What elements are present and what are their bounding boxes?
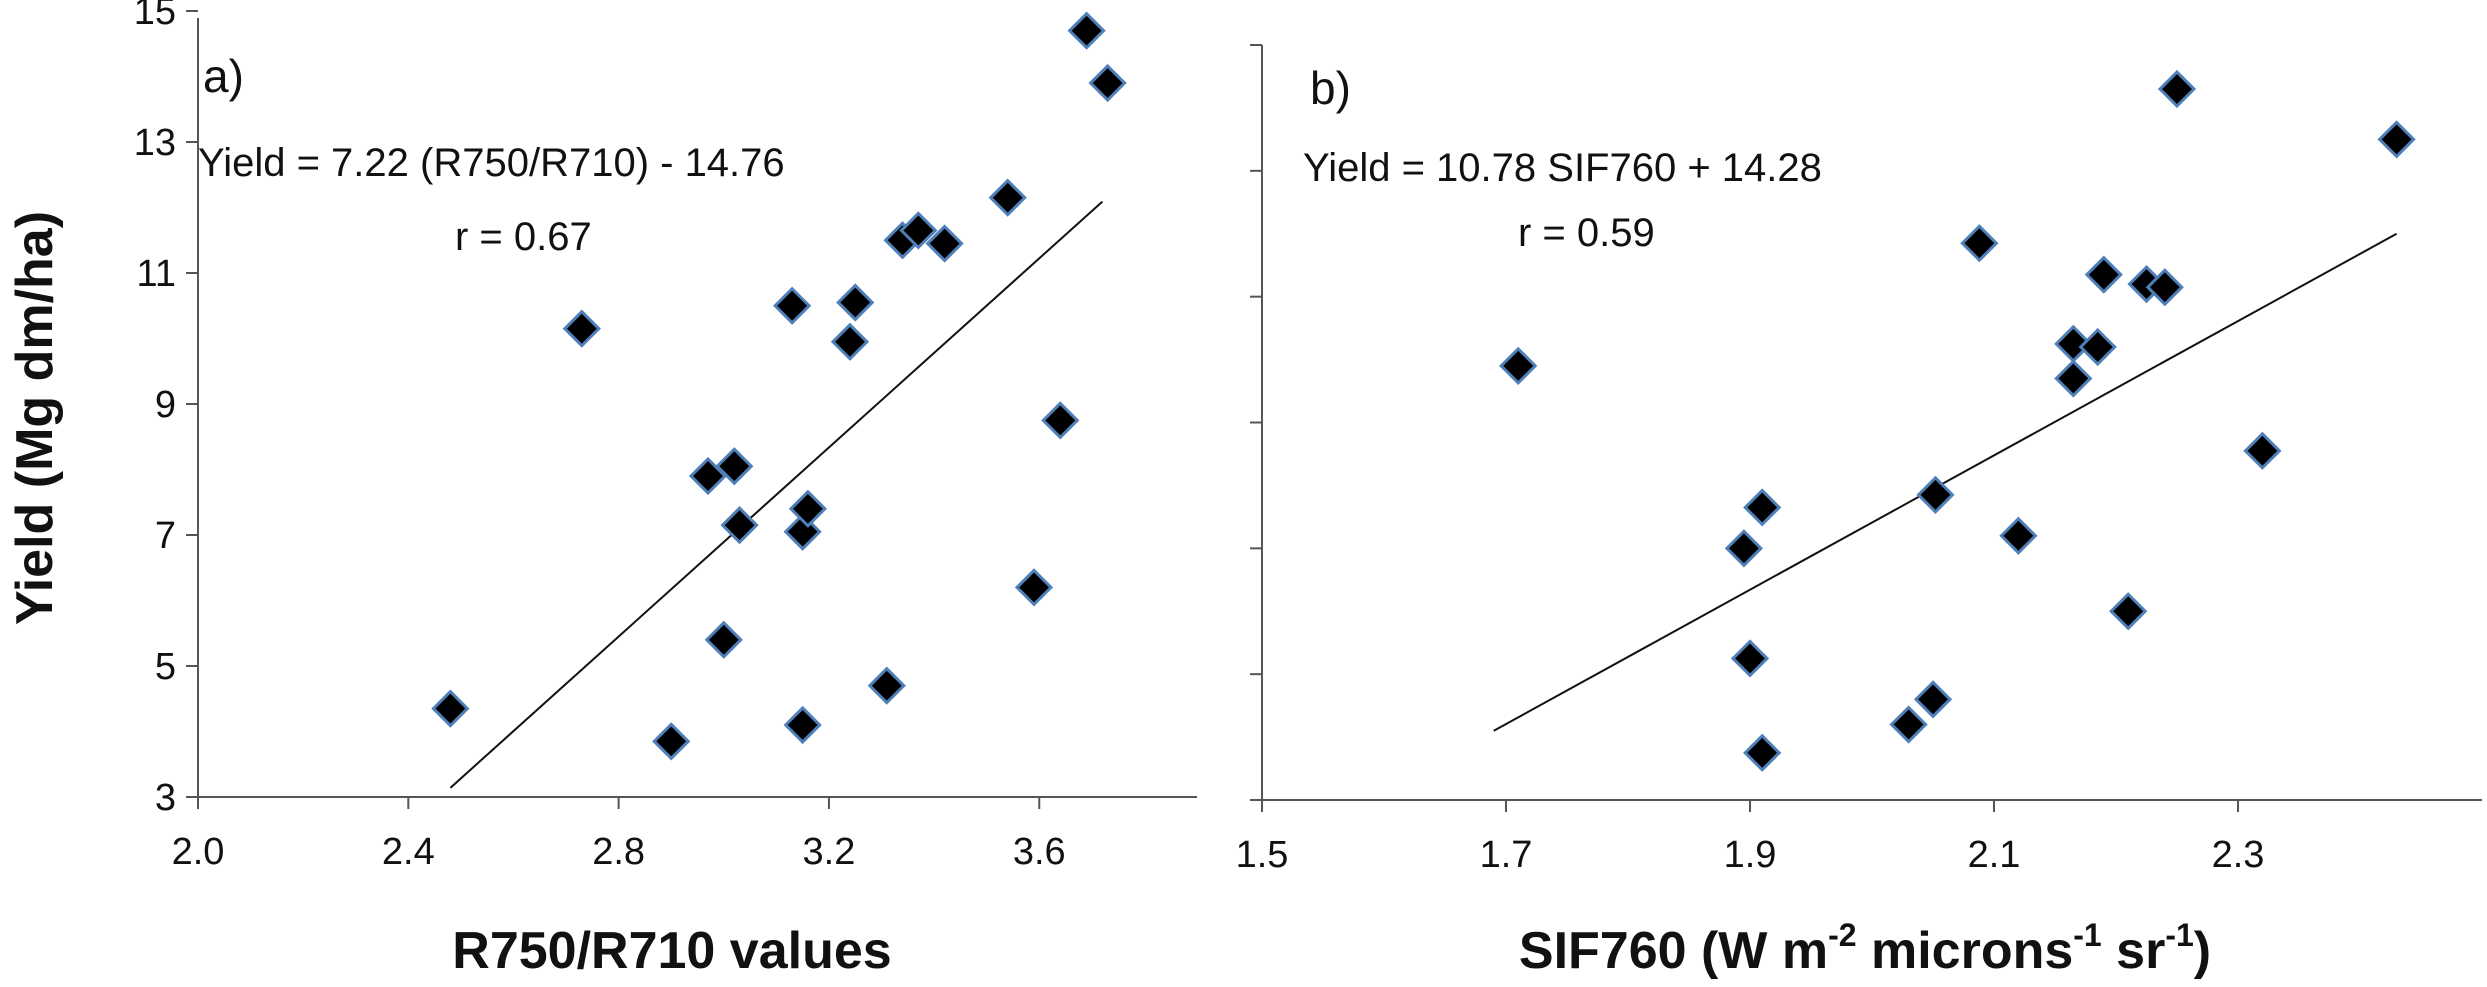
panel-b-data-point — [2377, 120, 2416, 159]
panel-a-x-tick-label: 3.6 — [1013, 831, 1066, 873]
panel-a-y-axis-title: Yield (Mg dm/ha) — [6, 211, 64, 625]
panel-a-data-point — [1088, 63, 1127, 103]
panel-b-r-value: r = 0.59 — [1518, 211, 1655, 255]
panel-a-data-point — [1067, 11, 1106, 50]
panel-a-data-point — [720, 506, 759, 545]
panel-b-x-tick-label: 2.1 — [1968, 834, 2021, 876]
panel-b-label: b) — [1310, 62, 1351, 114]
panel-a-data-point — [1041, 401, 1080, 440]
panel-b-x-tick-label: 1.5 — [1236, 834, 1289, 876]
panel-a-y-tick-label: 15 — [134, 0, 176, 33]
panel-b-equation: Yield = 10.78 SIF760 + 14.28 — [1303, 146, 1822, 190]
panel-a-x-axis-title: R750/R710 values — [452, 922, 891, 980]
panel-a-data-point — [652, 722, 691, 761]
panel-b-xlabel-mid2: sr — [2102, 922, 2166, 980]
panel-a-data-point — [836, 283, 875, 322]
panel-b-xlabel-sup3: -1 — [2165, 917, 2193, 953]
panel-a-trendline — [449, 200, 1104, 789]
panel-b-x-tick-label: 1.7 — [1480, 834, 1533, 876]
panel-a-y-tick-label: 3 — [155, 777, 176, 819]
panel-a-y-tick-label: 11 — [137, 253, 176, 295]
panel-b-data-point — [1730, 639, 1770, 678]
panel-a-data-point — [899, 211, 938, 250]
panel-b-trendline — [1493, 232, 2398, 732]
panel-b-x-ticks: 1.5 1.7 1.9 2.1 2.3 — [1236, 800, 2265, 876]
panel-b-xlabel-main: SIF760 (W m — [1519, 922, 1828, 980]
panel-b-data-point — [1913, 680, 1953, 719]
panel-a-data-point — [830, 322, 870, 361]
panel-b-data-point — [1916, 475, 1955, 514]
panel-a-data-point — [867, 666, 906, 705]
panel-b-x-tick-label: 1.9 — [1724, 834, 1777, 876]
panel-a-r-value: r = 0.67 — [455, 215, 592, 259]
panel-b-xlabel-mid: microns — [1857, 922, 2074, 980]
panel-a-x-ticks: 2.0 2.4 2.8 3.2 3.6 — [172, 797, 1066, 873]
panel-a-y-tick-label: 7 — [155, 515, 176, 557]
panel-a-data-point — [925, 224, 964, 263]
panel-b-data-point — [1960, 224, 1999, 263]
panel-b-data-point — [2243, 431, 2282, 470]
panel-a-x-tick-label: 2.4 — [382, 831, 435, 873]
panel-a-data-point — [562, 309, 601, 348]
panel-b-data-point — [2157, 69, 2197, 109]
panel-b-data-point — [1724, 529, 1764, 568]
panel-b: 1.5 1.7 1.9 2.1 2.3 b) Yield = 10.78 SIF760 … — [1236, 44, 2482, 980]
panel-b-data-point — [1743, 488, 1782, 527]
panel-a-x-tick-label: 2.0 — [172, 831, 225, 873]
panel-a-data-point — [773, 286, 812, 325]
panel-a-data-point — [715, 447, 754, 486]
panel-b-data-point — [2054, 359, 2093, 398]
panel-a-y-ticks: 3 5 7 9 11 13 15 — [134, 0, 198, 819]
panel-b-data-point — [1499, 346, 1538, 385]
panel-b-data-point — [2109, 592, 2148, 631]
panel-b-xlabel-sup2: -1 — [2073, 917, 2101, 953]
panel-b-data-point — [1999, 516, 2038, 555]
panel-a-data-point — [704, 620, 743, 659]
panel-a-data-point — [431, 689, 470, 728]
panel-a-y-tick-label: 5 — [155, 646, 176, 688]
panel-a-label: a) — [203, 50, 244, 102]
panel-a: 3 5 7 9 11 13 15 2.0 2.4 2.8 3.2 3.6 a) Yield = 7.… — [6, 0, 1197, 980]
panel-a-data-point — [988, 178, 1027, 217]
panel-b-xlabel-sup1: -2 — [1828, 917, 1856, 953]
panel-b-data-point — [2084, 255, 2123, 294]
panel-a-y-tick-label: 13 — [134, 122, 176, 164]
panel-b-data-point — [2078, 327, 2117, 367]
panel-a-data-point — [1014, 568, 1054, 607]
panel-a-x-tick-label: 2.8 — [592, 831, 645, 873]
panel-b-data-point — [1743, 733, 1782, 772]
panel-b-data-point — [2145, 268, 2184, 307]
panel-b-data-point — [1889, 705, 1928, 744]
panel-a-y-tick-label: 9 — [155, 384, 176, 426]
panel-a-points — [431, 11, 1127, 761]
panel-b-x-tick-label: 2.3 — [2212, 834, 2265, 876]
panel-a-x-tick-label: 3.2 — [803, 831, 856, 873]
panel-a-data-point — [788, 489, 828, 528]
panel-a-equation: Yield = 7.22 (R750/R710) - 14.76 — [198, 141, 785, 185]
panel-a-data-point — [783, 705, 822, 745]
panel-b-y-ticks — [1250, 44, 1262, 801]
panel-b-xlabel-end: ) — [2194, 922, 2211, 980]
panel-b-points — [1499, 69, 2416, 772]
panel-b-x-axis-title: SIF760 (W m-2 microns-1 sr-1) — [1519, 917, 2211, 980]
